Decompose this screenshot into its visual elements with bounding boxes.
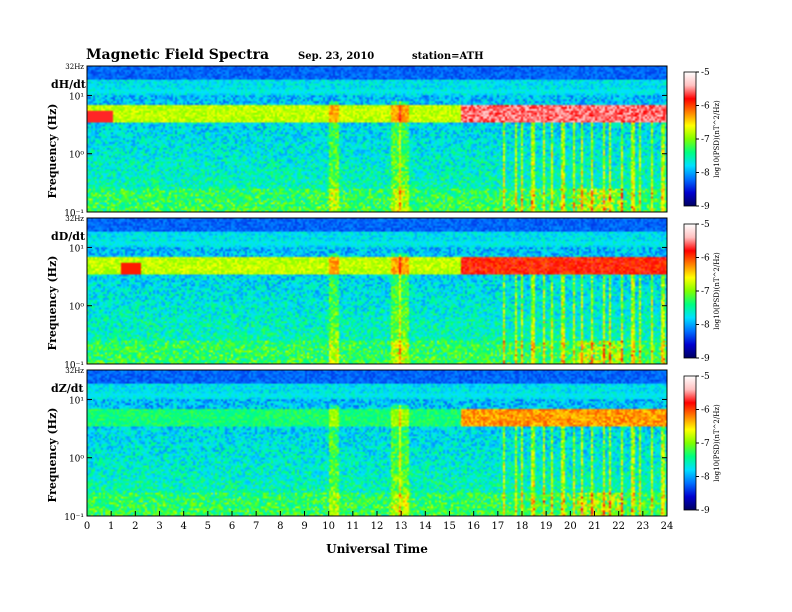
- x-tick-label: 18: [516, 521, 529, 532]
- y-tick-label: 10⁻¹: [64, 513, 84, 523]
- y-tick-label: 10⁻¹: [64, 209, 84, 219]
- colorbar-label: log10(PSD)(nT^2/Hz): [713, 404, 721, 482]
- y-tick-label: 10⁰: [69, 151, 84, 161]
- colorbar: -5 -6 -7 -8 -9 log10(PSD)(nT^2/Hz): [683, 372, 721, 516]
- colorbar-tick-label: -8: [701, 321, 710, 331]
- y-tick-label: 32Hz: [65, 367, 84, 375]
- colorbar-tick-label: -7: [701, 287, 710, 297]
- x-tick-label: 22: [612, 521, 625, 532]
- colorbar-label: log10(PSD)(nT^2/Hz): [713, 100, 721, 178]
- x-tick-label: 13: [395, 521, 408, 532]
- colorbar-tick-label: -8: [701, 473, 710, 483]
- x-tick-label: 19: [540, 521, 553, 532]
- panel-frame: [86, 217, 668, 365]
- x-tick-label: 14: [419, 521, 432, 532]
- x-tick-label: 7: [253, 521, 259, 532]
- y-axis-label: Frequency (Hz): [46, 255, 59, 350]
- colorbar-scale: [683, 223, 697, 359]
- colorbar-tick-label: -8: [701, 169, 710, 179]
- colorbar-tick-label: -7: [701, 439, 710, 449]
- x-tick-label: 21: [588, 521, 601, 532]
- y-tick-label: 10¹: [69, 396, 84, 406]
- colorbar-tick-label: -6: [701, 102, 710, 112]
- x-tick-label: 9: [301, 521, 307, 532]
- x-tick-label: 16: [467, 521, 480, 532]
- x-tick-label: 17: [491, 521, 504, 532]
- y-tick-label: 10¹: [69, 244, 84, 254]
- spectrogram-image: [87, 370, 667, 516]
- colorbar-label: log10(PSD)(nT^2/Hz): [713, 252, 721, 330]
- panel-frame: [86, 65, 668, 213]
- x-tick-label: 2: [132, 521, 138, 532]
- figure-title: Magnetic Field Spectra: [86, 47, 269, 63]
- y-tick-label: 10¹: [69, 92, 84, 102]
- x-tick-label: 24: [661, 521, 674, 532]
- y-tick-label: 10⁰: [69, 455, 84, 465]
- figure-station: station=ATH: [412, 51, 484, 62]
- x-tick-label: 20: [564, 521, 577, 532]
- x-tick-label: 23: [636, 521, 649, 532]
- x-tick-label: 11: [346, 521, 359, 532]
- x-axis-label: Universal Time: [326, 542, 428, 556]
- y-axis-label: Frequency (Hz): [46, 103, 59, 198]
- y-tick-label: 10⁻¹: [64, 361, 84, 371]
- x-tick-label: 5: [205, 521, 211, 532]
- x-tick-label: 8: [277, 521, 283, 532]
- colorbar-scale: [683, 375, 697, 511]
- colorbar-tick-label: -5: [701, 68, 710, 78]
- x-tick-label: 12: [371, 521, 384, 532]
- colorbar: -5 -6 -7 -8 -9 log10(PSD)(nT^2/Hz): [683, 68, 721, 212]
- spectrogram-image: [87, 66, 667, 212]
- spectrogram-image: [87, 218, 667, 364]
- panel-name: dD/dt: [51, 230, 86, 243]
- x-tick-label: 0: [84, 521, 90, 532]
- x-tick-label: 1: [108, 521, 114, 532]
- colorbar-tick-label: -9: [701, 202, 710, 212]
- colorbar-tick-label: -5: [701, 372, 710, 382]
- colorbar: -5 -6 -7 -8 -9 log10(PSD)(nT^2/Hz): [683, 220, 721, 364]
- panel-name: dH/dt: [51, 78, 87, 91]
- y-axis-label: Frequency (Hz): [46, 407, 59, 502]
- x-tick-label: 3: [156, 521, 162, 532]
- x-tick-label: 10: [322, 521, 335, 532]
- colorbar-tick-label: -7: [701, 135, 710, 145]
- colorbar-tick-label: -6: [701, 254, 710, 264]
- x-tick-label: 4: [180, 521, 186, 532]
- x-tick-label: 6: [229, 521, 235, 532]
- colorbar-scale: [683, 71, 697, 207]
- colorbar-tick-label: -9: [701, 354, 710, 364]
- y-tick-label: 32Hz: [65, 63, 84, 71]
- figure-date: Sep. 23, 2010: [298, 51, 374, 62]
- x-tick-label: 15: [443, 521, 456, 532]
- colorbar-tick-label: -5: [701, 220, 710, 230]
- y-tick-label: 10⁰: [69, 303, 84, 313]
- y-tick-label: 32Hz: [65, 215, 84, 223]
- panel-name: dZ/dt: [51, 382, 84, 395]
- colorbar-tick-label: -6: [701, 406, 710, 416]
- colorbar-tick-label: -9: [701, 506, 710, 516]
